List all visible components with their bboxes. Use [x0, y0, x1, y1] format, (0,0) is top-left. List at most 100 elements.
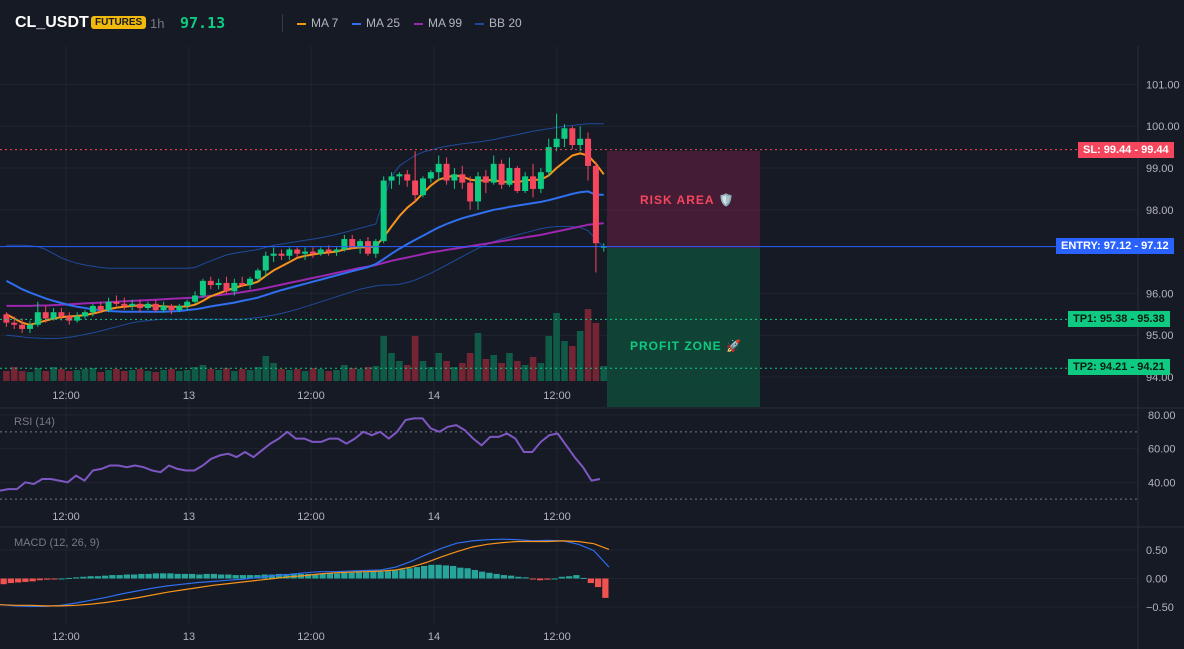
candle-body [207, 280, 214, 286]
macd-histogram-bar [152, 573, 159, 579]
volume-bar [427, 367, 435, 381]
macd-histogram-bar [73, 577, 80, 579]
volume-bar [301, 371, 309, 381]
volume-bar [254, 367, 262, 381]
volume-bar [160, 370, 167, 381]
volume-bar [26, 372, 34, 381]
volume-bar [498, 363, 505, 381]
candle-body [152, 303, 159, 311]
macd-histogram-bar [36, 578, 43, 581]
macd-histogram-bar [486, 572, 493, 579]
candle-body [443, 163, 450, 181]
candle-body [74, 316, 81, 321]
price-axis-tick: 99.00 [1146, 163, 1174, 175]
macd-histogram-bar [232, 575, 239, 579]
macd-histogram-bar [109, 575, 116, 579]
legend-ma7[interactable]: MA 7 [297, 16, 338, 30]
volume-bar [458, 363, 466, 381]
rsi-line [0, 417, 601, 492]
macd-histogram-bar [312, 573, 319, 579]
time-axis-tick: 14 [428, 390, 440, 402]
candlesticks [3, 113, 607, 334]
legend-bb20[interactable]: BB 20 [475, 16, 522, 30]
rsi-title: RSI (14) [14, 416, 55, 428]
macd-histogram-bar [348, 572, 355, 579]
bb-upper-line [6, 123, 604, 269]
volume-bar [223, 368, 230, 381]
volume-bar [97, 372, 105, 381]
macd-histogram-bar [138, 573, 145, 579]
macd-histogram-bar [174, 573, 181, 579]
candle-body [592, 165, 599, 244]
macd-histogram-bar [442, 565, 449, 579]
time-axis-tick: 12:00 [543, 390, 571, 402]
candle-body [498, 163, 505, 185]
volume-bar [348, 368, 356, 381]
volume-bar [50, 367, 57, 381]
candle-body [577, 138, 584, 146]
volume-bar [506, 353, 513, 381]
volume-bar [364, 367, 372, 381]
volume-bar [317, 369, 325, 381]
volume-bar [231, 371, 238, 381]
candle-body [585, 138, 592, 166]
macd-histogram-bar [457, 567, 464, 579]
moving-averages [5, 152, 605, 326]
macd-axis-tick: −0.50 [1146, 602, 1174, 614]
legend-ma25[interactable]: MA 25 [352, 16, 400, 30]
macd-histogram-bar [0, 578, 7, 585]
macd-histogram-bar [435, 564, 442, 579]
time-axis-tick: 13 [183, 511, 195, 523]
candle-body [19, 324, 26, 329]
macd-histogram-bar [602, 578, 609, 598]
candle-body [26, 324, 33, 329]
symbol-name[interactable]: CL_USDT [15, 14, 89, 31]
candle-body [192, 295, 199, 302]
macd-axis-tick: 0.50 [1146, 545, 1167, 557]
candle-body [357, 241, 364, 248]
macd-histogram-bar [421, 565, 428, 579]
candle-body [184, 301, 191, 306]
macd-histogram-bar [94, 576, 101, 579]
bb-lower-line [6, 226, 605, 339]
macd-histogram-bar [189, 573, 196, 579]
legend-ma99[interactable]: MA 99 [414, 16, 462, 30]
macd-histogram-bar [529, 578, 536, 580]
entry-price-label: ENTRY: 97.12 - 97.12 [1056, 238, 1174, 254]
candle-body [137, 303, 144, 309]
candle-body [561, 128, 568, 139]
bollinger-bands [6, 123, 605, 339]
volume-bar [152, 372, 160, 381]
price-axis-tick: 98.00 [1146, 205, 1174, 217]
rsi-panel [0, 417, 1138, 500]
legend-swatch-ma25 [352, 22, 361, 25]
volume-bar [34, 368, 42, 381]
macd-histogram-bar [413, 567, 420, 579]
macd-histogram-bar [392, 570, 399, 579]
time-axis-tick: 12:00 [543, 631, 571, 643]
macd-histogram-bar [102, 575, 109, 579]
macd-histogram-bar [276, 573, 283, 579]
chart-header: CL_USDT FUTURES 1h 97.13 MA 7 MA 25 MA 9… [0, 0, 1184, 46]
candle-body [372, 241, 379, 254]
macd-histogram-bar [283, 573, 290, 579]
volume-bar [18, 371, 26, 381]
timeframe-selector[interactable]: 1h [150, 16, 165, 31]
candle-body [82, 312, 88, 317]
candle-body [396, 174, 403, 177]
volume-bar [183, 370, 191, 381]
macd-histogram-bar [131, 574, 138, 579]
candle-body [97, 305, 104, 311]
legend-swatch-bb20 [475, 22, 484, 25]
macd-panel [0, 538, 610, 608]
candle-body [419, 178, 426, 196]
macd-histogram-bar [573, 575, 580, 579]
volume-bar [10, 367, 18, 381]
volume-bar [451, 367, 458, 381]
rsi-axis-tick: 40.00 [1148, 477, 1176, 489]
candle-body [325, 249, 332, 252]
volume-bar [380, 336, 387, 381]
price-axis-tick: 101.00 [1146, 79, 1180, 91]
futures-badge: FUTURES [91, 16, 147, 29]
